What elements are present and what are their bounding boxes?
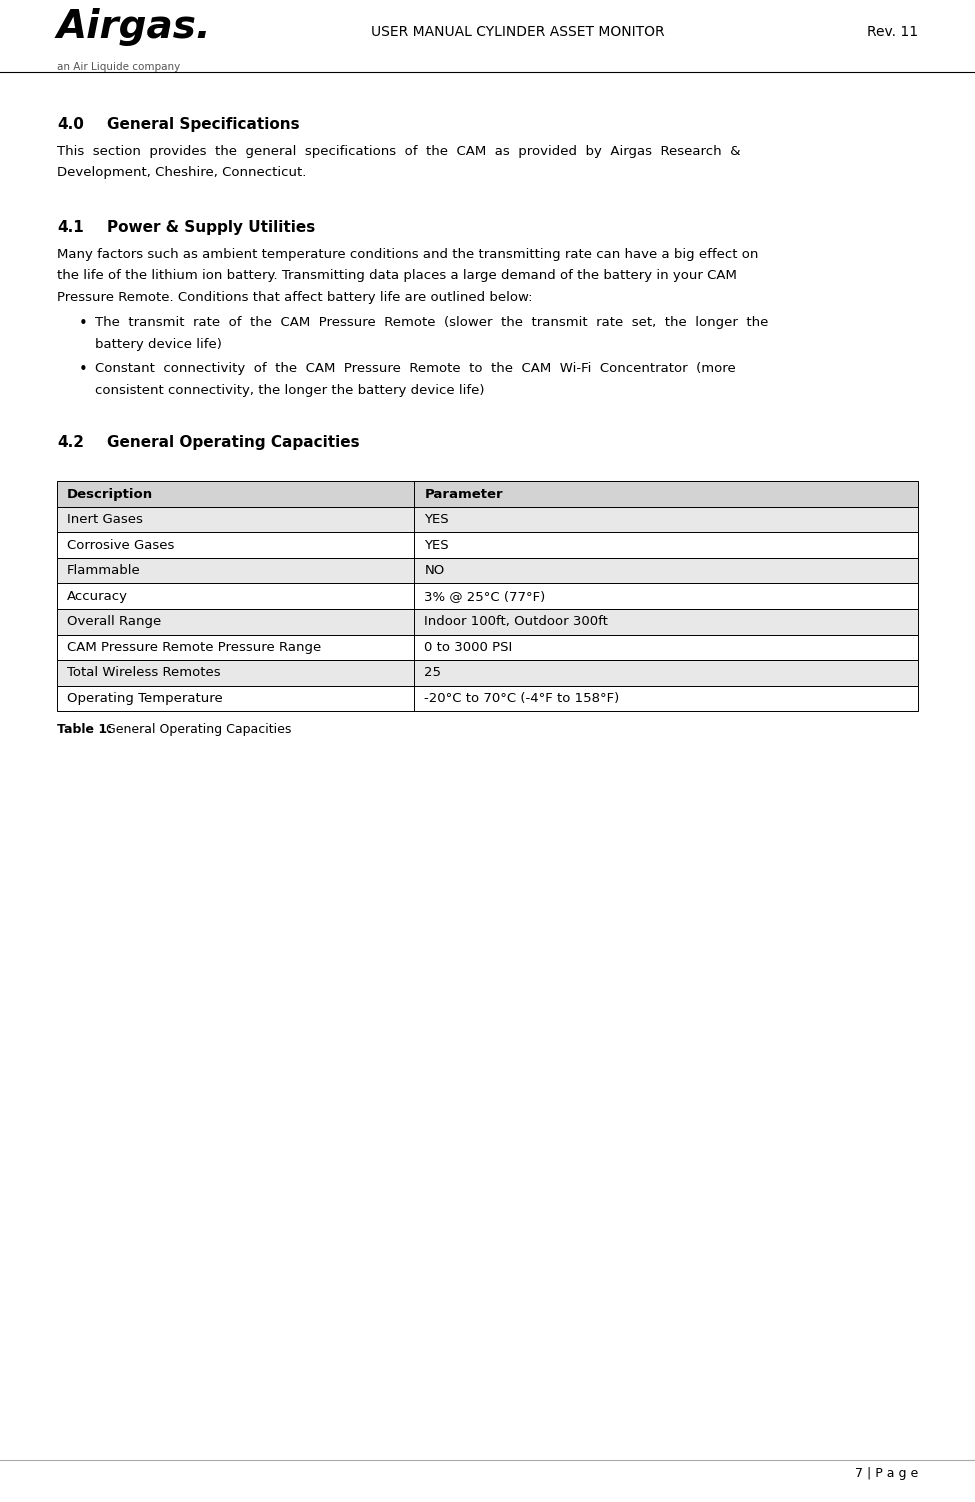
Text: -20°C to 70°C (-4°F to 158°F): -20°C to 70°C (-4°F to 158°F) bbox=[424, 692, 619, 704]
Text: Overall Range: Overall Range bbox=[67, 616, 161, 628]
Text: an Air Liquide company: an Air Liquide company bbox=[57, 62, 180, 72]
Text: 25: 25 bbox=[424, 667, 442, 679]
Text: YES: YES bbox=[424, 514, 448, 526]
Text: CAM Pressure Remote Pressure Range: CAM Pressure Remote Pressure Range bbox=[67, 641, 321, 653]
Text: This  section  provides  the  general  specifications  of  the  CAM  as  provide: This section provides the general specif… bbox=[57, 146, 740, 158]
Text: Flammable: Flammable bbox=[67, 565, 140, 577]
Bar bbox=[57, 634, 918, 659]
Bar bbox=[57, 559, 918, 583]
Bar bbox=[57, 482, 918, 508]
Text: Development, Cheshire, Connecticut.: Development, Cheshire, Connecticut. bbox=[57, 167, 306, 180]
Text: Total Wireless Remotes: Total Wireless Remotes bbox=[67, 667, 220, 679]
Bar bbox=[57, 533, 918, 559]
Text: Operating Temperature: Operating Temperature bbox=[67, 692, 222, 704]
Text: Rev. 11: Rev. 11 bbox=[867, 26, 918, 39]
Bar bbox=[57, 508, 918, 533]
Bar bbox=[57, 608, 918, 634]
Text: Accuracy: Accuracy bbox=[67, 590, 128, 602]
Text: USER MANUAL CYLINDER ASSET MONITOR: USER MANUAL CYLINDER ASSET MONITOR bbox=[370, 26, 664, 39]
Text: 4.0: 4.0 bbox=[57, 117, 84, 132]
Text: Parameter: Parameter bbox=[424, 488, 503, 500]
Bar bbox=[57, 659, 918, 685]
Text: Pressure Remote. Conditions that affect battery life are outlined below:: Pressure Remote. Conditions that affect … bbox=[57, 291, 532, 303]
Text: Airgas.: Airgas. bbox=[57, 8, 212, 47]
Text: NO: NO bbox=[424, 565, 445, 577]
Text: •: • bbox=[79, 362, 88, 377]
Text: The  transmit  rate  of  the  CAM  Pressure  Remote  (slower  the  transmit  rat: The transmit rate of the CAM Pressure Re… bbox=[95, 317, 768, 329]
Text: General Operating Capacities: General Operating Capacities bbox=[101, 722, 291, 736]
Text: Description: Description bbox=[67, 488, 153, 500]
Bar bbox=[57, 685, 918, 710]
Text: YES: YES bbox=[424, 539, 448, 551]
Text: Many factors such as ambient temperature conditions and the transmitting rate ca: Many factors such as ambient temperature… bbox=[57, 248, 759, 261]
Bar bbox=[57, 583, 918, 608]
Text: Inert Gases: Inert Gases bbox=[67, 514, 143, 526]
Text: Constant  connectivity  of  the  CAM  Pressure  Remote  to  the  CAM  Wi-Fi  Con: Constant connectivity of the CAM Pressur… bbox=[95, 362, 736, 376]
Text: General Operating Capacities: General Operating Capacities bbox=[107, 436, 360, 451]
Text: •: • bbox=[79, 317, 88, 332]
Text: Power & Supply Utilities: Power & Supply Utilities bbox=[107, 219, 315, 234]
Text: 4.1: 4.1 bbox=[57, 219, 84, 234]
Text: Table 1:: Table 1: bbox=[57, 722, 112, 736]
Text: consistent connectivity, the longer the battery device life): consistent connectivity, the longer the … bbox=[95, 385, 485, 397]
Text: battery device life): battery device life) bbox=[95, 338, 222, 351]
Text: 4.2: 4.2 bbox=[57, 436, 84, 451]
Text: 7 | P a g e: 7 | P a g e bbox=[855, 1467, 918, 1479]
Text: Corrosive Gases: Corrosive Gases bbox=[67, 539, 175, 551]
Text: General Specifications: General Specifications bbox=[107, 117, 299, 132]
Text: the life of the lithium ion battery. Transmitting data places a large demand of : the life of the lithium ion battery. Tra… bbox=[57, 269, 737, 282]
Text: 0 to 3000 PSI: 0 to 3000 PSI bbox=[424, 641, 513, 653]
Text: 3% @ 25°C (77°F): 3% @ 25°C (77°F) bbox=[424, 590, 546, 602]
Text: Indoor 100ft, Outdoor 300ft: Indoor 100ft, Outdoor 300ft bbox=[424, 616, 608, 628]
